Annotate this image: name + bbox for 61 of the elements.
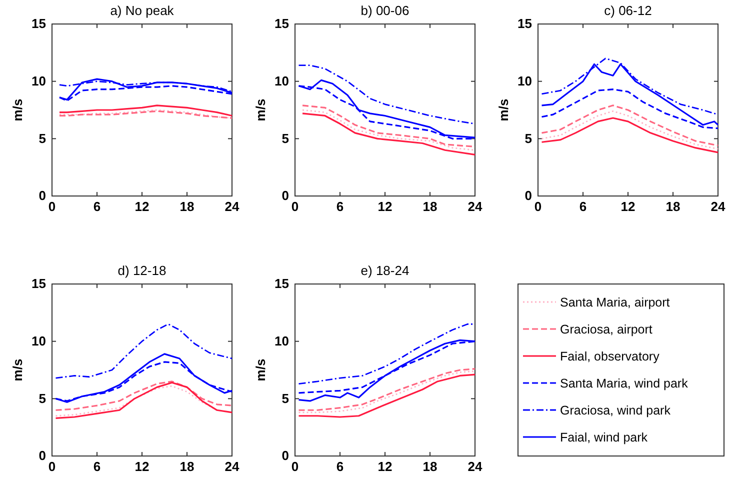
x-tick-label: 0 — [291, 199, 299, 214]
x-tick-label: 24 — [224, 459, 240, 474]
x-tick-label: 24 — [468, 459, 483, 474]
chart-title: c) 06-12 — [604, 3, 652, 18]
x-tick-label: 0 — [534, 199, 542, 214]
x-tick-label: 12 — [134, 199, 150, 214]
x-tick-label: 12 — [620, 199, 636, 214]
x-tick-label: 18 — [180, 459, 194, 474]
y-tick-label: 10 — [274, 333, 289, 348]
y-axis-title: m/s — [10, 98, 25, 122]
y-tick-label: 0 — [282, 448, 289, 464]
x-tick-label: 12 — [134, 459, 150, 474]
y-axis-title: m/s — [253, 98, 268, 122]
y-tick-label: 15 — [32, 16, 46, 32]
y-tick-label: 10 — [32, 333, 46, 348]
y-axis-title: m/s — [253, 358, 268, 382]
y-tick-label: 15 — [518, 16, 532, 32]
x-tick-label: 24 — [710, 199, 726, 214]
chart-title: d) 12-18 — [118, 263, 166, 278]
x-tick-label: 24 — [468, 199, 483, 214]
x-tick-label: 18 — [666, 199, 680, 214]
x-tick-label: 18 — [422, 199, 438, 214]
y-tick-label: 5 — [38, 390, 46, 406]
y-tick-label: 10 — [274, 73, 289, 88]
chart-title: a) No peak — [110, 3, 174, 18]
y-tick-label: 5 — [282, 390, 289, 406]
x-tick-label: 0 — [48, 199, 56, 214]
x-tick-label: 6 — [579, 199, 587, 214]
x-tick-label: 18 — [180, 199, 194, 214]
y-tick-label: 10 — [32, 73, 46, 88]
y-tick-label: 10 — [518, 73, 532, 88]
chart-title: e) 18-24 — [360, 263, 410, 278]
y-tick-label: 5 — [38, 130, 46, 146]
x-tick-label: 12 — [378, 199, 392, 214]
x-tick-label: 6 — [93, 459, 101, 474]
legend-label: Santa Maria, wind park — [560, 376, 689, 390]
x-tick-label: 6 — [93, 199, 101, 214]
y-axis-title: m/s — [496, 98, 511, 122]
y-tick-label: 0 — [38, 448, 46, 464]
y-tick-label: 15 — [274, 276, 289, 292]
y-tick-label: 15 — [32, 276, 46, 292]
legend-label: Graciosa, airport — [560, 322, 653, 336]
legend-label: Santa Maria, airport — [560, 296, 670, 310]
x-tick-label: 6 — [336, 459, 344, 474]
legend-label: Faial, observatory — [560, 350, 660, 364]
y-tick-label: 15 — [274, 16, 289, 32]
y-axis-title: m/s — [10, 358, 25, 382]
y-tick-label: 0 — [282, 188, 289, 204]
x-tick-label: 0 — [291, 459, 299, 474]
legend-label: Graciosa, wind park — [560, 404, 672, 418]
chart-title: b) 00-06 — [360, 3, 410, 18]
y-tick-label: 0 — [38, 188, 46, 204]
x-tick-label: 18 — [422, 459, 438, 474]
y-tick-label: 0 — [524, 188, 532, 204]
y-tick-label: 5 — [524, 130, 532, 146]
x-tick-label: 24 — [224, 199, 240, 214]
legend-label: Faial, wind park — [560, 430, 648, 444]
x-tick-label: 0 — [48, 459, 56, 474]
y-tick-label: 5 — [282, 130, 289, 146]
x-tick-label: 12 — [378, 459, 392, 474]
x-tick-label: 6 — [336, 199, 344, 214]
